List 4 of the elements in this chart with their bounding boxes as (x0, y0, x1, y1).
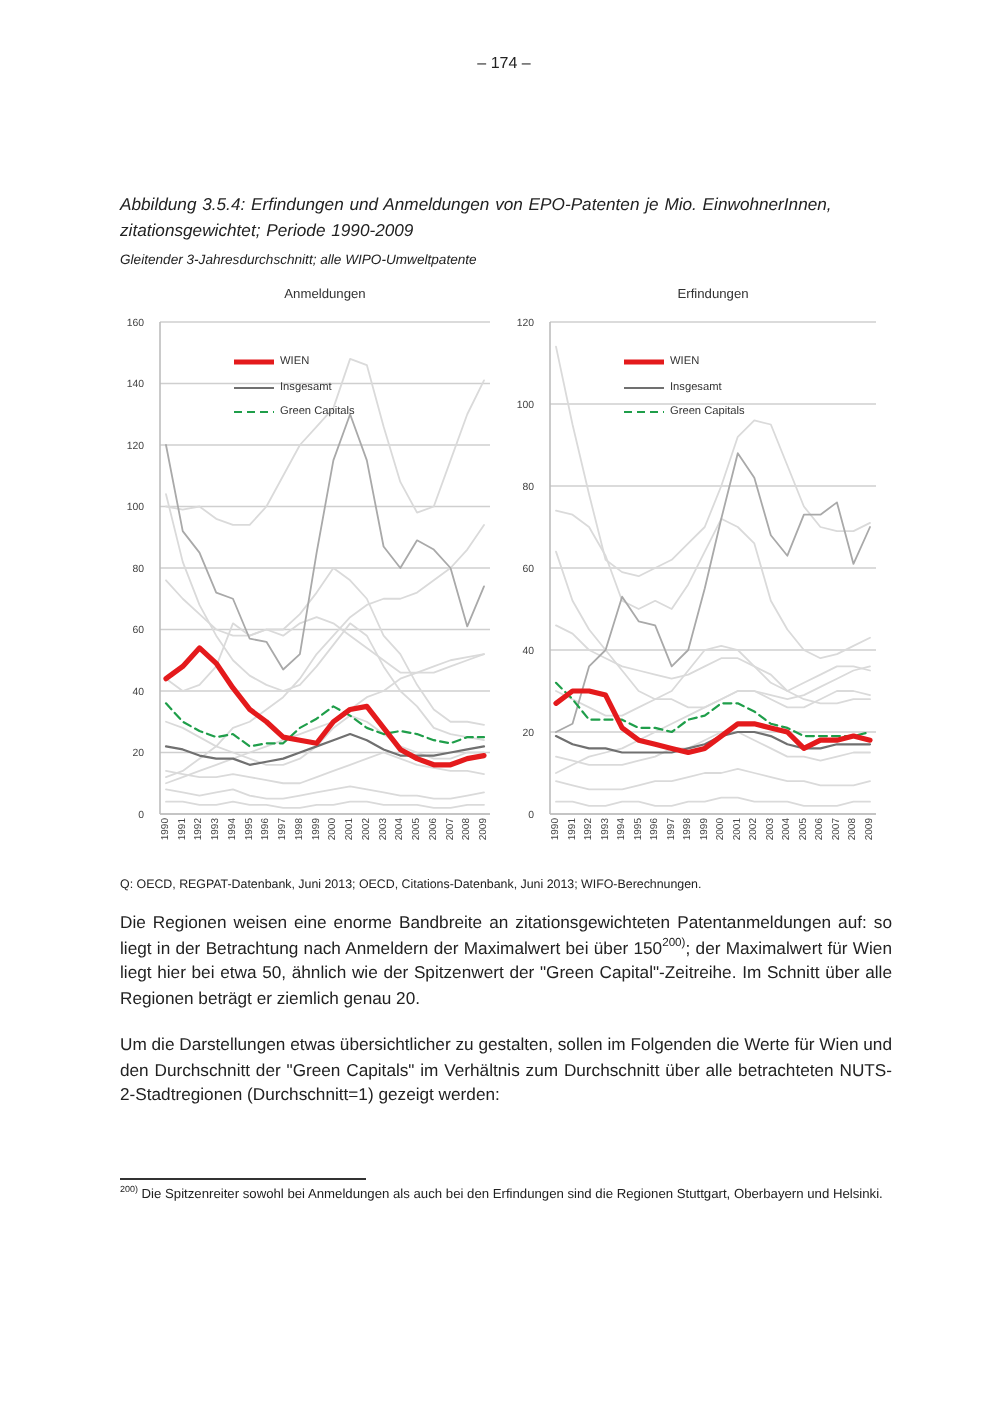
text: Abbildung 3.5.4: Erfindungen und Anmeldungen von EPO-Patenten je Mio. EinwohnerInnen, zitationsgewichtet; Periode 1990-2009 (120, 192, 834, 244)
text: Die Regionen weisen eine enorme Bandbreite an zitationsgewichteten Patentanmeldungen auf: so liegt in der Betrachtung nach Anmeldern der Maximalwert bei über 150$^{200)}$; der Maximalwert für Wien liegt hier bei etwa 50, ähnlich wie der Spitzenwert der "Green Capital"-Zeitreihe. Im Schnitt über alle Regionen beträgt er ziemlich genau 20. (120, 910, 892, 1011)
text: Um die Darstellungen etwas übersichtlicher zu gestalten, sollen im Folgenden die Werte für Wien und den Durchschnitt der "Green Capitals" im Verhältnis zum Durchschnitt über alle betrachteten NUTS-2-Stadtregionen (Durchschnitt=1) gezeigt werden: (120, 1032, 892, 1108)
text: – 174 – (475, 54, 533, 72)
